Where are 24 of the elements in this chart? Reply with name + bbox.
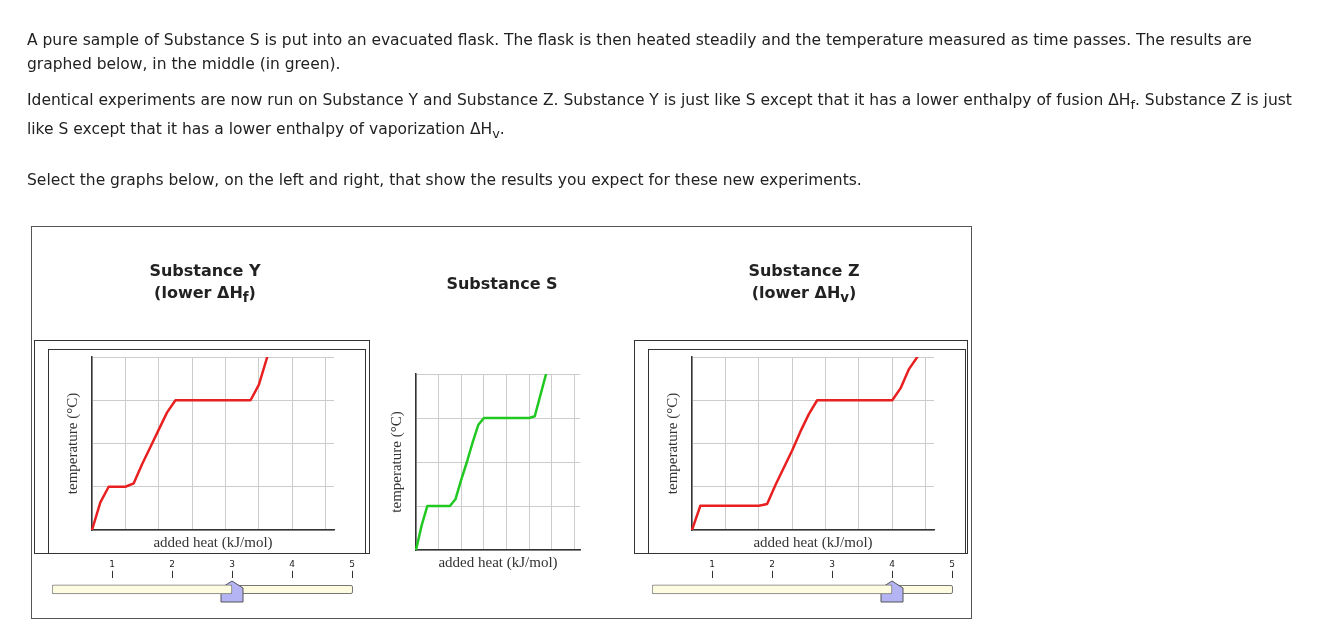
text: Select the graphs below, on the left and right, that show the results you expect for these new experiments. [27, 170, 863, 191]
x-tick-label: 5 [949, 558, 955, 569]
chart-subtitle: (lower ΔH$_{v}$) [750, 282, 858, 308]
x-tick-label: 4 [289, 558, 296, 569]
x-tick-label: 5 [349, 558, 355, 569]
text: Identical experiments are now run on Substance Y and Substance Z. Substance Y is just like S except that it has a lower enthalpy of fusion ΔH$_{f}$. Substance Z is just like S except that it has a lower enthalpy of vaporization ΔH$_{v}$. [27, 91, 1292, 142]
x-tick-label: 3 [829, 558, 835, 569]
x-tick-label: 2 [769, 558, 775, 569]
y-axis-title: temperature (°C) [387, 411, 405, 513]
chart-title: Substance S [445, 273, 559, 295]
x-tick-label: 3 [229, 558, 235, 569]
text: A pure sample of Substance S is put into an evacuated flask. The flask is then heated steadily and the temperature measured as time passes. The results are graphed below, in the middle (in green). [27, 30, 1253, 75]
x-tick-label: 2 [169, 558, 175, 569]
x-axis-title: added heat (kJ/mol) [438, 553, 558, 571]
x-axis-title: added heat (kJ/mol) [153, 533, 273, 551]
chart-title: Substance Z [747, 260, 861, 282]
chart-subtitle: (lower ΔH$_{f}$) [153, 282, 257, 308]
x-tick-label: 1 [709, 558, 715, 569]
x-axis-title: added heat (kJ/mol) [753, 533, 873, 551]
y-axis-title: temperature (°C) [663, 392, 681, 495]
x-tick-label: 1 [109, 558, 115, 569]
chart-title: Substance Y [148, 260, 262, 282]
y-axis-title: temperature (°C) [63, 392, 81, 495]
x-tick-label: 4 [889, 558, 896, 569]
